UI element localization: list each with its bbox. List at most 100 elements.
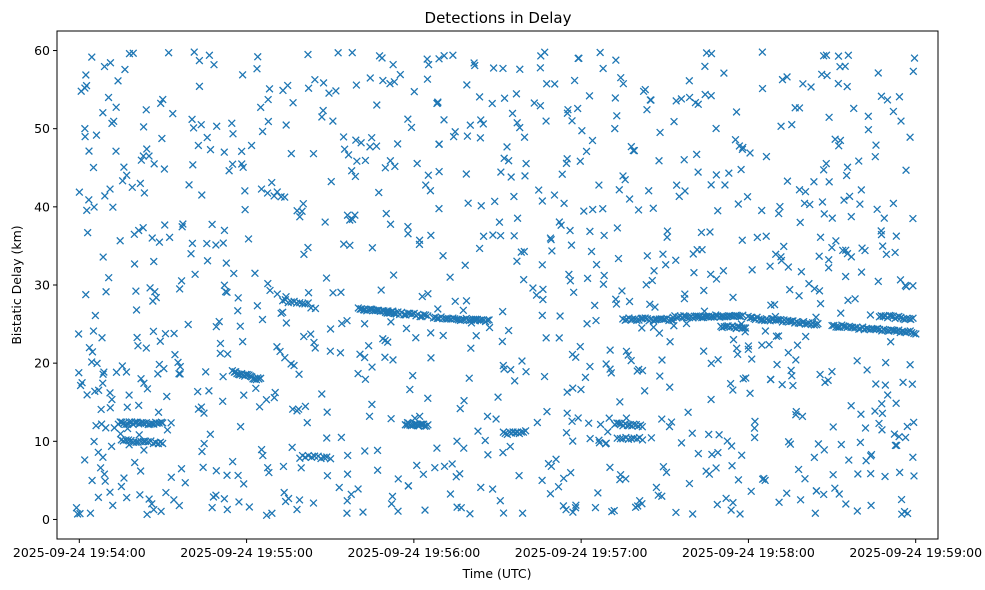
data-point [649,204,658,213]
data-point [133,333,141,342]
data-point [136,179,145,188]
data-point [573,104,582,113]
data-point [866,311,875,319]
x-tick-label: 2025-09-24 19:58:00 [682,545,815,560]
data-point [326,325,335,333]
data-point [726,379,735,388]
data-point [729,335,738,344]
data-point [538,197,547,205]
data-point [149,257,158,266]
data-point [273,290,282,298]
data-point [161,329,170,338]
data-point [644,186,653,195]
y-tick-label: 10 [34,434,50,449]
data-point [458,315,466,324]
data-point [373,466,382,475]
data-point [578,126,586,135]
data-point [699,286,708,295]
data-point [656,128,664,137]
data-point [563,388,572,397]
data-point [758,48,767,56]
data-point [309,499,318,507]
data-point [465,374,474,383]
data-point [557,221,565,230]
data-point [464,199,473,208]
data-point [253,64,261,73]
data-point [488,485,497,493]
data-point [197,403,206,411]
data-point [871,407,879,415]
data-point [706,228,714,236]
data-point [704,430,713,439]
data-point [158,95,167,104]
data-point [887,312,895,320]
data-point [708,450,716,459]
data-point [155,238,164,247]
data-point [791,103,800,112]
data-point [343,509,351,518]
data-point [775,498,783,507]
data-point [672,97,681,105]
data-point [542,333,551,342]
data-point [778,380,787,389]
data-point [258,127,267,136]
data-point [861,424,870,432]
data-point [415,412,424,421]
data-point [368,400,376,409]
data-point [498,307,507,316]
data-point [413,159,422,168]
data-point [122,171,131,180]
data-point [344,151,353,159]
data-point [625,195,634,203]
data-point [140,189,149,197]
data-point [178,222,187,231]
data-point [247,141,256,150]
data-point [611,94,620,102]
data-point [680,155,689,164]
data-point [202,239,211,248]
data-point [222,259,231,267]
data-point [911,330,920,338]
data-point [78,378,86,387]
data-point [540,48,549,57]
data-point [819,165,828,174]
data-point [629,146,638,155]
data-point [177,464,186,473]
data-point [255,375,263,383]
data-point [707,395,715,404]
data-point [909,453,917,462]
data-point [381,163,390,172]
data-point [108,119,116,128]
data-point [875,419,883,428]
data-point [195,56,204,65]
data-point [824,255,833,264]
data-point [404,222,412,231]
data-point [267,178,276,187]
data-point [777,252,785,261]
data-point [694,449,703,458]
data-point [476,483,485,492]
data-point [227,119,236,128]
data-point [212,241,220,249]
data-point [816,299,825,308]
data-point [692,150,701,159]
data-point [616,73,625,82]
data-point [435,54,443,63]
data-point [294,405,303,414]
data-point [533,418,542,427]
data-point [130,458,139,467]
data-point [121,65,129,74]
data-point [500,94,509,103]
data-point [459,306,468,315]
data-point [841,500,850,508]
data-point [140,446,148,454]
data-point [766,262,774,271]
data-point [675,192,684,201]
data-point [903,422,912,431]
data-point [694,168,702,176]
data-point [470,61,479,70]
data-point [309,149,318,158]
data-point [284,298,293,307]
data-point [595,436,603,445]
data-point [387,499,396,508]
